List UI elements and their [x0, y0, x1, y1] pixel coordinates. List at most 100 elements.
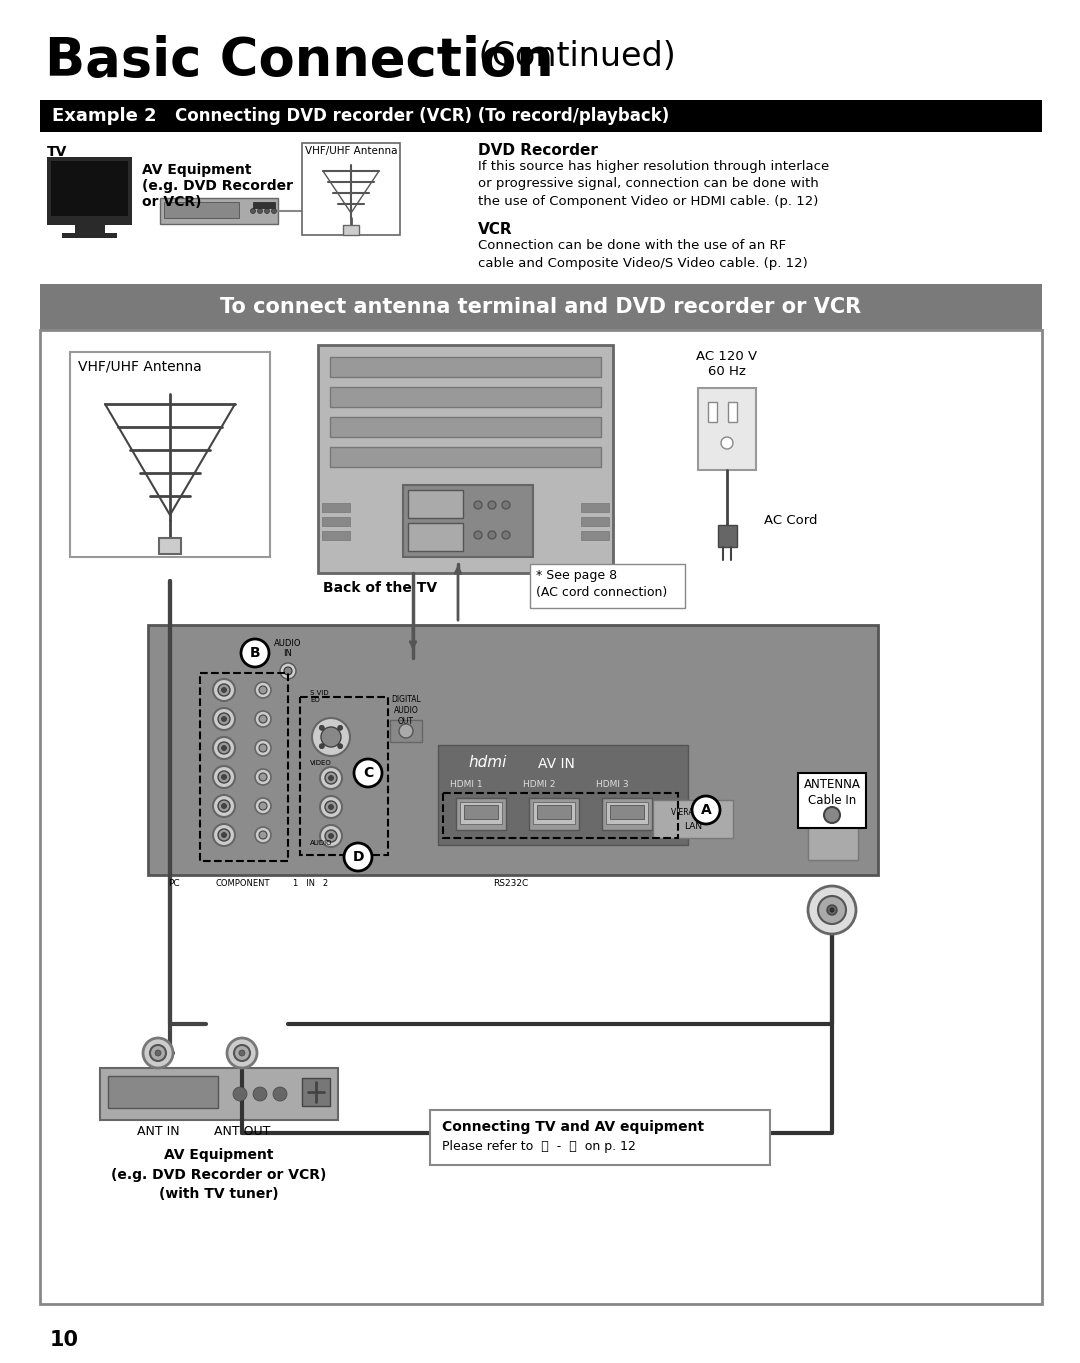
Bar	[302, 1078, 330, 1105]
Circle shape	[273, 1088, 287, 1101]
Circle shape	[345, 842, 372, 871]
Bar	[530, 564, 685, 608]
Text: HDMI 2: HDMI 2	[523, 780, 555, 789]
Circle shape	[218, 684, 230, 696]
Circle shape	[255, 682, 271, 698]
Circle shape	[259, 801, 267, 810]
Bar	[808, 810, 858, 860]
Bar	[108, 1075, 218, 1108]
Bar	[160, 198, 278, 224]
Circle shape	[241, 639, 269, 667]
Circle shape	[218, 771, 230, 782]
Circle shape	[320, 825, 342, 846]
Text: AUDIO
IN: AUDIO IN	[274, 639, 301, 658]
Text: VHF/UHF Antenna: VHF/UHF Antenna	[78, 360, 202, 373]
Text: ANTENNA
Cable In: ANTENNA Cable In	[804, 778, 861, 807]
Bar	[302, 143, 400, 234]
Text: COMPONENT: COMPONENT	[215, 879, 270, 889]
Text: 10: 10	[50, 1330, 79, 1349]
Text: TV: TV	[48, 144, 67, 159]
Text: Connecting TV and AV equipment: Connecting TV and AV equipment	[442, 1120, 704, 1134]
Text: AV Equipment
(e.g. DVD Recorder
or VCR): AV Equipment (e.g. DVD Recorder or VCR)	[141, 164, 293, 210]
Text: AC Cord: AC Cord	[764, 514, 818, 526]
Circle shape	[213, 737, 235, 759]
Circle shape	[312, 718, 350, 756]
Text: LAN: LAN	[684, 822, 702, 831]
Bar	[300, 696, 388, 855]
Circle shape	[213, 679, 235, 701]
Circle shape	[213, 795, 235, 816]
Bar	[430, 1109, 770, 1165]
Circle shape	[265, 209, 270, 214]
Text: RS232C: RS232C	[492, 879, 528, 889]
Circle shape	[320, 767, 342, 789]
Bar	[718, 525, 737, 547]
Circle shape	[502, 502, 510, 508]
Circle shape	[320, 725, 324, 731]
Bar	[200, 673, 288, 861]
Circle shape	[692, 796, 720, 825]
Bar	[343, 225, 359, 234]
Circle shape	[488, 532, 496, 538]
Bar	[581, 532, 609, 540]
Bar	[40, 99, 1042, 132]
Text: Please refer to  Ⓐ  -  Ⓓ  on p. 12: Please refer to Ⓐ - Ⓓ on p. 12	[442, 1139, 636, 1153]
Circle shape	[255, 740, 271, 756]
Bar	[62, 233, 117, 239]
Circle shape	[325, 801, 337, 812]
Circle shape	[143, 1039, 173, 1069]
Circle shape	[221, 746, 227, 751]
Circle shape	[259, 773, 267, 781]
Circle shape	[338, 744, 342, 748]
Circle shape	[824, 807, 840, 823]
Bar	[610, 806, 644, 819]
Circle shape	[239, 1050, 245, 1056]
Circle shape	[156, 1050, 161, 1056]
Circle shape	[831, 908, 834, 912]
Circle shape	[213, 707, 235, 731]
Text: C: C	[363, 766, 373, 780]
Text: PC: PC	[168, 879, 179, 889]
Circle shape	[502, 532, 510, 538]
Circle shape	[328, 776, 334, 781]
Text: VIERA CAST: VIERA CAST	[671, 808, 715, 816]
Circle shape	[474, 532, 482, 538]
Circle shape	[259, 716, 267, 722]
Bar	[330, 447, 600, 468]
Bar	[456, 797, 507, 830]
Text: ANT OUT: ANT OUT	[214, 1124, 270, 1138]
Bar	[408, 491, 463, 518]
Bar	[322, 532, 350, 540]
Bar	[460, 801, 502, 825]
Bar	[322, 517, 350, 526]
Bar	[322, 503, 350, 512]
Text: Basic Connection: Basic Connection	[45, 35, 554, 87]
Circle shape	[213, 766, 235, 788]
Text: D: D	[352, 851, 364, 864]
Circle shape	[221, 687, 227, 692]
Text: HDMI 3: HDMI 3	[596, 780, 629, 789]
Circle shape	[399, 724, 413, 737]
Text: DVD Recorder: DVD Recorder	[478, 143, 598, 158]
Bar	[602, 797, 652, 830]
Circle shape	[320, 796, 342, 818]
Bar	[390, 720, 422, 741]
Bar	[330, 417, 600, 438]
Bar	[253, 202, 275, 209]
Text: Back of the TV: Back of the TV	[323, 581, 437, 596]
Bar	[159, 538, 181, 553]
Text: hdmi: hdmi	[468, 755, 507, 770]
Bar	[728, 402, 737, 423]
Circle shape	[218, 713, 230, 725]
Text: Connecting DVD recorder (VCR) (To record/playback): Connecting DVD recorder (VCR) (To record…	[175, 108, 670, 125]
Circle shape	[808, 886, 856, 934]
Circle shape	[271, 209, 276, 214]
Text: AV Equipment
(e.g. DVD Recorder or VCR)
(with TV tuner): AV Equipment (e.g. DVD Recorder or VCR) …	[111, 1148, 326, 1201]
Bar	[403, 485, 534, 557]
Circle shape	[354, 759, 382, 786]
Circle shape	[218, 829, 230, 841]
Bar	[70, 352, 270, 557]
Circle shape	[221, 804, 227, 808]
Circle shape	[338, 725, 342, 731]
Circle shape	[221, 774, 227, 780]
